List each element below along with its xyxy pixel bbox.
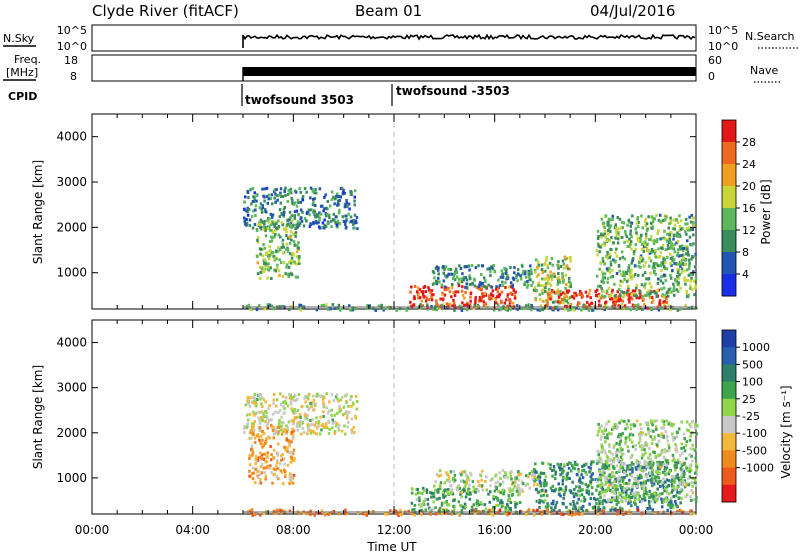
- station-title: Clyde River (fitACF): [92, 2, 239, 20]
- nave-label: Nave: [750, 64, 778, 77]
- velocity-ytick-label-1: 2000: [56, 426, 87, 440]
- nsky-label: N.Sky: [3, 32, 35, 45]
- cpid-label: CPID: [8, 90, 37, 103]
- nsearch-tick-bottom: 10^0: [708, 40, 738, 53]
- power-colorbar: 4 8 12 16 20 24 28: [721, 119, 756, 297]
- velocity-colorbar-tick-2: 100: [742, 376, 763, 389]
- velocity-region-4: [433, 468, 548, 495]
- velocity-colorbar-swatch-1: [722, 347, 736, 365]
- cpid-segment-1: twofsound 3503: [245, 93, 354, 107]
- xtick-label-4: 16:00: [477, 523, 512, 537]
- velocity-ylabel: Slant Range [km]: [31, 365, 45, 469]
- nsky-tick-top: 10^5: [57, 24, 87, 37]
- beam-title: Beam 01: [355, 2, 422, 20]
- power-colorbar-swatch-4: [722, 208, 736, 231]
- nave-tick-bottom: 0: [708, 70, 715, 83]
- nsky-line: [242, 33, 696, 48]
- power-ytick-label-3: 4000: [56, 130, 87, 144]
- velocity-region-1: [243, 392, 359, 436]
- xtick-label-5: 20:00: [578, 523, 613, 537]
- freq-tick-top: 18: [64, 54, 78, 67]
- velocity-ytick-label-0: 1000: [56, 471, 87, 485]
- freq-trace: [242, 67, 696, 81]
- power-colorbar-swatch-0: [722, 120, 736, 143]
- power-colorbar-swatch-3: [722, 186, 736, 209]
- velocity-colorbar-swatch-6: [722, 433, 736, 451]
- velocity-colorbar-tick-6: -500: [742, 444, 767, 457]
- freq-tick-bottom: 8: [70, 70, 77, 83]
- power-colorbar-swatch-1: [722, 142, 736, 165]
- cpid-row: CPID twofsound 3503 twofsound -3503: [8, 84, 510, 107]
- x-axis-label: Time UT: [366, 540, 417, 554]
- power-panel: 1000 2000 3000 4000 4 8 12 16 20 24 28: [56, 113, 756, 312]
- velocity-colorbar-label: Velocity [m s⁻¹]: [779, 385, 793, 478]
- xtick-label-6: 00:00: [679, 523, 714, 537]
- power-data-cells: [243, 186, 698, 312]
- nsearch-label: N.Search: [745, 30, 795, 43]
- power-colorbar-tick-0: 4: [742, 268, 749, 281]
- power-colorbar-tick-3: 16: [742, 202, 756, 215]
- velocity-colorbar-tick-0: 1000: [742, 341, 770, 354]
- date-title: 04/Jul/2016: [590, 2, 675, 20]
- power-colorbar-swatch-2: [722, 164, 736, 187]
- velocity-colorbar-swatch-5: [722, 416, 736, 434]
- power-region-5: [532, 255, 573, 308]
- power-colorbar-label: Power [dB]: [759, 179, 773, 244]
- power-colorbar-swatch-5: [722, 230, 736, 253]
- power-ytick-label-1: 2000: [56, 220, 87, 234]
- power-colorbar-swatch-7: [722, 274, 736, 297]
- xtick-label-0: 00:00: [75, 523, 110, 537]
- velocity-colorbar-swatch-9: [722, 484, 736, 503]
- velocity-colorbar-swatch-4: [722, 398, 736, 417]
- velocity-ytick-label-2: 3000: [56, 381, 87, 395]
- velocity-colorbar-tick-7: -1000: [742, 462, 774, 475]
- velocity-colorbar-tick-3: 25: [742, 393, 756, 406]
- velocity-colorbar-tick-5: -100: [742, 427, 767, 440]
- freq-label-line2: [MHz]: [6, 66, 38, 79]
- velocity-colorbar-swatch-2: [722, 364, 736, 383]
- xtick-label-2: 08:00: [276, 523, 311, 537]
- nsearch-tick-top: 10^5: [708, 24, 738, 37]
- velocity-region-6: [595, 419, 699, 504]
- freq-label-line1: Freq.: [14, 53, 41, 66]
- velocity-colorbar: 1000 500 100 25 -25 -100 -500 -1000: [721, 329, 774, 503]
- freq-strip: Freq. [MHz] 18 8 60 0 Nave: [3, 53, 780, 83]
- power-region-4: [431, 263, 535, 289]
- power-colorbar-tick-2: 12: [742, 224, 756, 237]
- velocity-region-2: [248, 423, 296, 485]
- velocity-colorbar-swatch-8: [722, 467, 736, 486]
- power-ytick-label-0: 1000: [56, 266, 87, 280]
- velocity-plot-area: [91, 319, 697, 515]
- cpid-segment-2: twofsound -3503: [396, 84, 510, 98]
- velocity-colorbar-swatch-3: [722, 381, 736, 400]
- velocity-panel: 1000 2000 3000 4000 00:00 04:00 08:00 12:00 16:0…: [56, 319, 774, 537]
- xtick-label-1: 04:00: [175, 523, 210, 537]
- xtick-label-3: 12:00: [377, 523, 412, 537]
- power-ytick-label-2: 3000: [56, 175, 87, 189]
- power-colorbar-tick-4: 20: [742, 180, 756, 193]
- power-colorbar-tick-6: 28: [742, 136, 756, 149]
- freq-band: [243, 67, 696, 76]
- velocity-ytick-label-3: 4000: [56, 336, 87, 350]
- nsky-trace: [242, 33, 696, 48]
- power-region-6: [545, 288, 669, 310]
- velocity-colorbar-swatch-7: [722, 450, 736, 469]
- velocity-colorbar-swatch-0: [722, 330, 736, 348]
- heatmap-panels: 1000 2000 3000 4000 4 8 12 16 20 24 28 1000 2000 3000…: [56, 113, 774, 537]
- velocity-data-cells: [243, 392, 699, 517]
- velocity-colorbar-tick-1: 500: [742, 358, 763, 371]
- power-ylabel: Slant Range [km]: [31, 160, 45, 264]
- power-colorbar-tick-1: 8: [742, 246, 749, 259]
- nsky-tick-bottom: 10^0: [57, 40, 87, 53]
- velocity-colorbar-tick-4: -25: [742, 410, 760, 423]
- nave-tick-top: 60: [708, 54, 722, 67]
- nsky-strip: N.Sky 10^5 10^0 10^5 10^0 N.Search: [3, 24, 798, 53]
- power-colorbar-swatch-6: [722, 252, 736, 275]
- power-colorbar-tick-5: 24: [742, 158, 756, 171]
- power-region-7: [595, 213, 698, 299]
- power-region-2: [255, 218, 301, 280]
